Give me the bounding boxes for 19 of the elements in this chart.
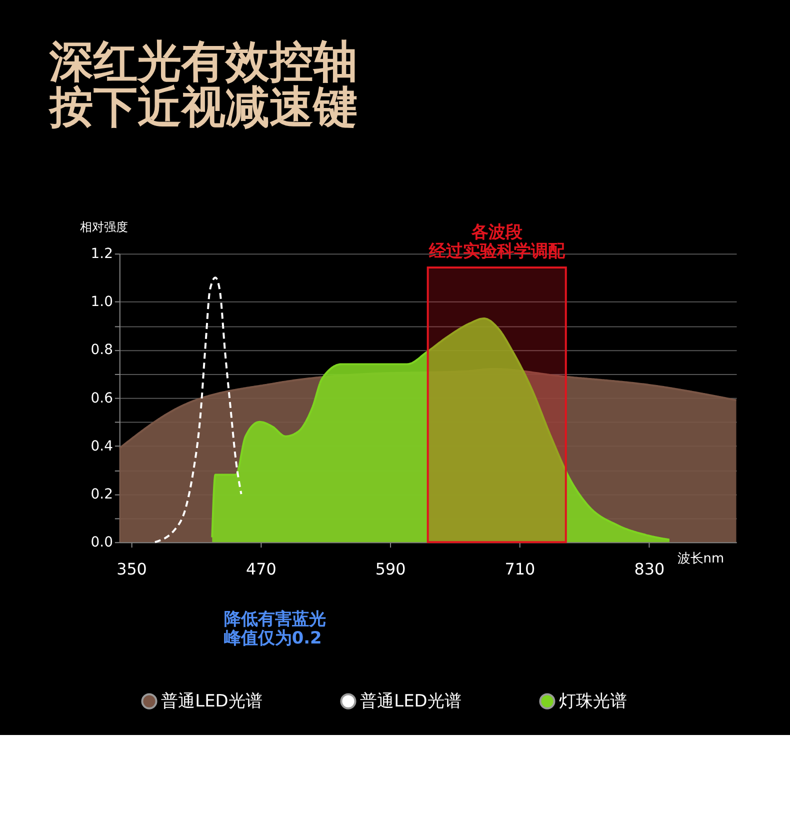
legend-label: 普通LED光谱 bbox=[360, 690, 462, 710]
y-axis-title: 相对强度 bbox=[80, 220, 128, 234]
x-tick-label: 470 bbox=[246, 559, 276, 578]
y-tick-label: 1.2 bbox=[90, 246, 113, 262]
y-tick-label: 0.2 bbox=[90, 486, 113, 503]
x-tick-label: 350 bbox=[116, 559, 147, 578]
x-tick-label: 830 bbox=[634, 559, 665, 578]
x-tick-label: 710 bbox=[504, 559, 536, 578]
y-tick-label: 0.8 bbox=[90, 342, 113, 358]
x-axis-title: 波长nm bbox=[677, 552, 724, 567]
legend-label: 灯珠光谱 bbox=[559, 690, 628, 710]
y-tick-label: 0.0 bbox=[90, 534, 113, 551]
text: 降低有害蓝光峰值仅为0.2 bbox=[224, 608, 326, 648]
y-tick-label: 0.6 bbox=[90, 390, 113, 406]
legend-label: 普通LED光谱 bbox=[161, 690, 262, 710]
x-tick-label: 590 bbox=[375, 559, 406, 578]
y-tick-label: 0.4 bbox=[90, 438, 114, 454]
y-tick-label: 1.0 bbox=[90, 294, 113, 310]
band-label: 各波段经过实验科学调配 bbox=[428, 222, 566, 261]
